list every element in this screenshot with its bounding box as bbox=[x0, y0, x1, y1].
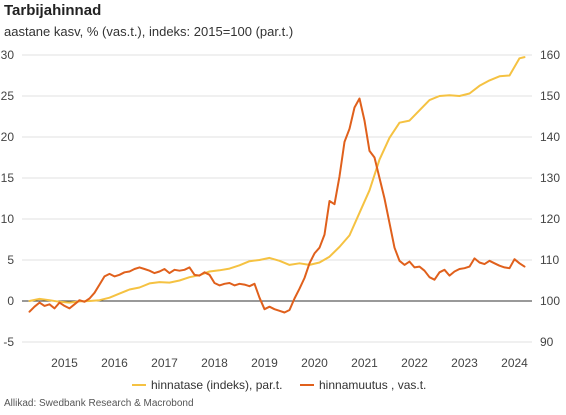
left-tick-label: 30 bbox=[1, 48, 15, 62]
left-tick-label: 5 bbox=[7, 253, 14, 267]
chart-subtitle: aastane kasv, % (vas.t.), indeks: 2015=1… bbox=[4, 24, 294, 39]
right-tick-label: 100 bbox=[540, 294, 560, 308]
x-tick-label: 2018 bbox=[201, 356, 228, 370]
x-tick-label: 2015 bbox=[51, 356, 78, 370]
left-tick-label: 10 bbox=[1, 212, 15, 226]
left-tick-label: 20 bbox=[1, 130, 15, 144]
chart-title: Tarbijahinnad bbox=[4, 2, 102, 19]
x-tick-label: 2019 bbox=[251, 356, 278, 370]
left-tick-label: 15 bbox=[1, 171, 15, 185]
right-tick-label: 140 bbox=[540, 130, 560, 144]
x-tick-label: 2024 bbox=[501, 356, 528, 370]
right-tick-label: 150 bbox=[540, 89, 560, 103]
right-tick-label: 120 bbox=[540, 212, 560, 226]
series-line-growth bbox=[28, 97, 526, 314]
right-tick-label: 90 bbox=[540, 335, 554, 349]
legend-label-growth: hinnamuutus , vas.t. bbox=[319, 378, 426, 392]
right-axis-ticks: 90 100 110 120 130 140 150 160 bbox=[540, 48, 560, 349]
x-tick-label: 2022 bbox=[401, 356, 428, 370]
right-tick-label: 130 bbox=[540, 171, 560, 185]
right-tick-label: 160 bbox=[540, 48, 560, 62]
x-tick-label: 2016 bbox=[101, 356, 128, 370]
left-tick-label: -5 bbox=[3, 335, 14, 349]
left-axis-ticks: -5 0 5 10 15 20 25 30 bbox=[1, 48, 15, 349]
right-tick-label: 110 bbox=[540, 253, 559, 267]
series-line-index bbox=[28, 56, 526, 304]
left-tick-label: 0 bbox=[7, 294, 14, 308]
x-tick-label: 2017 bbox=[151, 356, 178, 370]
x-tick-label: 2021 bbox=[351, 356, 378, 370]
legend-label-index: hinnatase (indeks), par.t. bbox=[151, 378, 282, 392]
x-axis-ticks: 2015 2016 2017 2018 2019 2020 2021 2022 2023 2024 bbox=[51, 356, 528, 370]
grid-lines bbox=[22, 54, 532, 343]
left-tick-label: 25 bbox=[1, 89, 15, 103]
x-tick-label: 2023 bbox=[451, 356, 478, 370]
source-note: Allikad: Swedbank Research & Macrobond bbox=[4, 398, 194, 409]
x-tick-label: 2020 bbox=[301, 356, 328, 370]
legend: hinnatase (indeks), par.t. hinnamuutus , … bbox=[132, 378, 426, 392]
series-lines bbox=[28, 56, 526, 314]
